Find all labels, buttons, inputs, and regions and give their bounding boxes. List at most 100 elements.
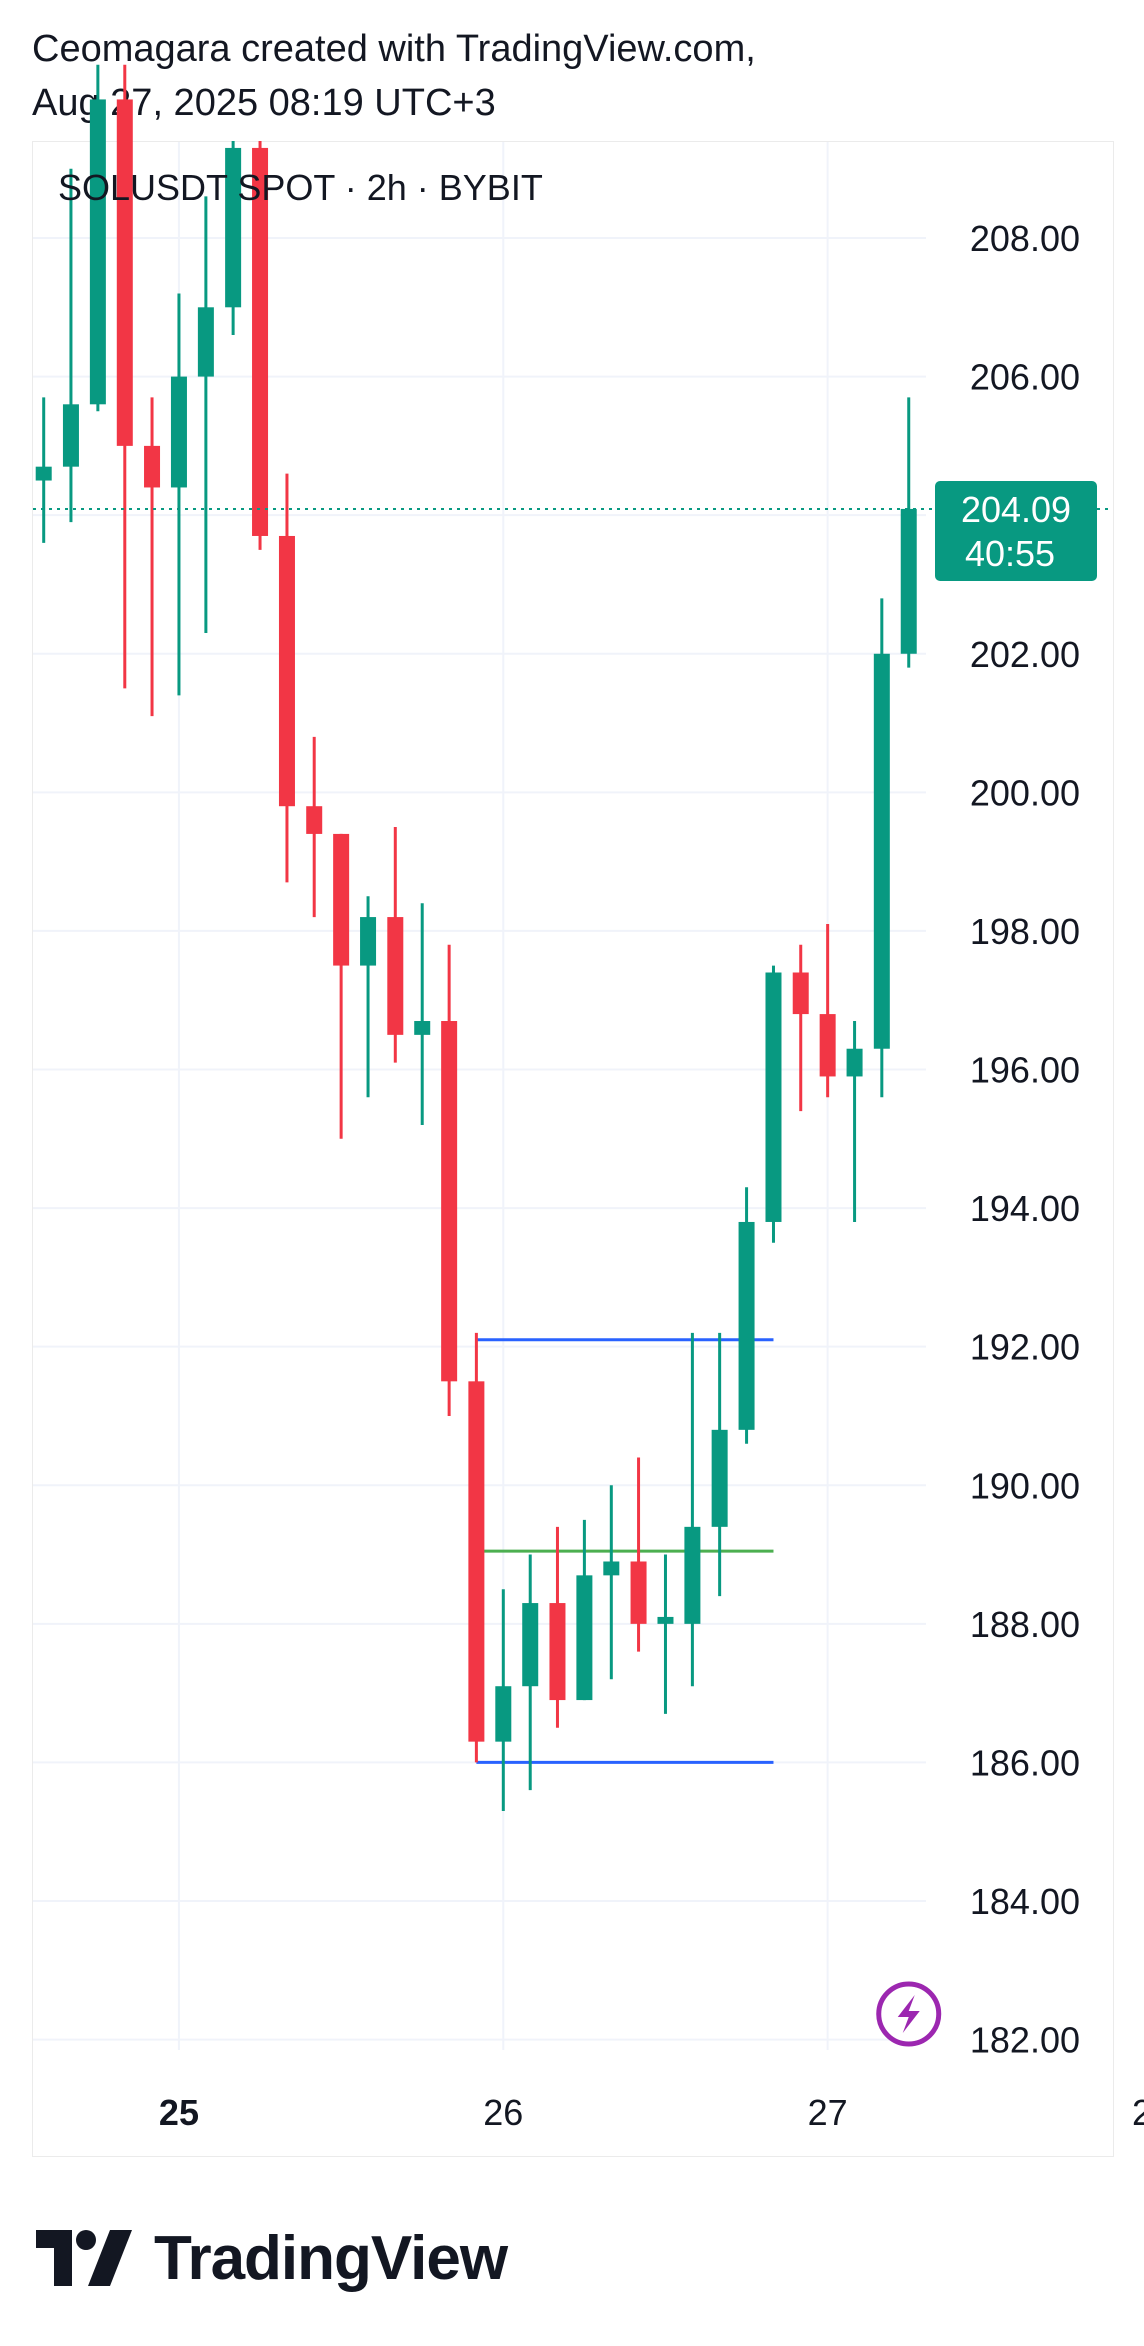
y-tick-label: 192.00 [970,1327,1080,1368]
candle-body [278,535,295,807]
y-tick-label: 186.00 [970,1742,1080,1783]
candle-up [738,1187,755,1444]
horizontal-lines-layer [476,1338,774,1764]
candle-up [225,141,242,336]
y-tick-label: 198.00 [970,911,1080,952]
candle-body [549,1603,566,1701]
price-tag-countdown: 40:55 [965,533,1055,574]
candle-up [657,1554,674,1714]
candle-body [333,833,350,966]
candle-down [333,833,350,1139]
price-tag-background [935,481,1097,581]
candle-body [414,1021,431,1035]
tradingview-logo-icon [36,2230,132,2286]
y-tick-label: 184.00 [970,1881,1080,1922]
chart-frame[interactable] [32,141,1114,2157]
candle-down [387,826,404,1063]
candle-body [900,508,917,654]
candle-body [495,1686,512,1742]
candle-body [62,404,79,467]
candle-body [684,1526,701,1624]
header-date-line: Aug 27, 2025 08:19 UTC+3 [32,82,496,124]
x-tick-label: 28 [1132,2092,1144,2133]
candle-down [252,141,269,550]
lightning-icon [897,1995,920,2033]
candle-up [170,293,187,696]
candle-body [116,99,133,446]
candle-body [792,972,809,1015]
candle-up [197,196,214,633]
candle-up [522,1554,539,1791]
candle-up [35,397,52,543]
event-layer [876,1981,942,2047]
candle-up [89,64,106,412]
y-tick-label: 202.00 [970,634,1080,675]
candlestick-chart[interactable]: 208.00206.00204.00202.00200.00198.00196.… [0,0,1144,2180]
candle-up [576,1519,593,1701]
candle-down [441,944,458,1416]
candle-up [495,1589,512,1811]
candle-down [116,64,133,689]
candle-body [576,1575,593,1701]
y-tick-label: 196.00 [970,1050,1080,1091]
candle-up [711,1332,728,1597]
candle-body [873,653,890,1049]
candle-body [765,972,782,1222]
y-tick-label: 200.00 [970,772,1080,813]
candle-body [306,806,323,834]
y-tick-label: 182.00 [970,2020,1080,2061]
candle-body [657,1616,674,1624]
candle-body [468,1381,485,1742]
candle-body [522,1603,539,1687]
y-tick-label: 190.00 [970,1465,1080,1506]
candle-down [792,944,809,1112]
candle-up [62,168,79,523]
candle-down [819,924,836,1098]
candle-body [252,147,269,536]
candle-body [35,466,52,481]
symbol-label: SOLUSDT SPOT · 2h · BYBIT [58,167,543,208]
x-tick-label: 27 [808,2092,848,2133]
candle-down [278,473,295,883]
candle-up [846,1021,863,1222]
candle-body [819,1014,836,1077]
candle-body [738,1221,755,1430]
candle-body [711,1429,728,1527]
y-tick-label: 208.00 [970,218,1080,259]
footer-brand: TradingView [154,2223,508,2293]
candle-down [306,736,323,918]
price-tag-price: 204.09 [961,489,1071,530]
candle-body [89,99,106,405]
candle-up [900,397,917,668]
header-author-line: Ceomagara created with TradingView.com, [32,28,756,70]
x-tick-label: 25 [159,2092,199,2133]
candle-body [360,917,377,966]
candles-layer [35,64,917,1811]
candle-body [144,445,161,488]
candle-body [225,147,242,308]
y-tick-label: 194.00 [970,1188,1080,1229]
y-tick-label: 206.00 [970,357,1080,398]
chart-header: Ceomagara created with TradingView.com, … [32,22,756,130]
candle-up [684,1332,701,1687]
candle-up [603,1485,620,1680]
candle-down [468,1332,485,1763]
candle-body [170,376,187,488]
footer: TradingView [36,2218,508,2298]
candle-up [414,903,431,1125]
candle-body [197,307,214,377]
candle-down [144,397,161,717]
y-tick-label: 188.00 [970,1604,1080,1645]
price-tag: 204.09 40:55 [935,481,1097,581]
candle-down [549,1526,566,1728]
candle-body [846,1048,863,1077]
candle-body [387,917,404,1035]
candle-down [630,1457,647,1652]
candle-body [441,1021,458,1382]
candle-up [873,598,890,1098]
candle-up [360,896,377,1098]
x-tick-label: 26 [483,2092,523,2133]
candle-body [630,1561,647,1624]
candle-body [603,1561,620,1576]
candle-up [765,965,782,1243]
